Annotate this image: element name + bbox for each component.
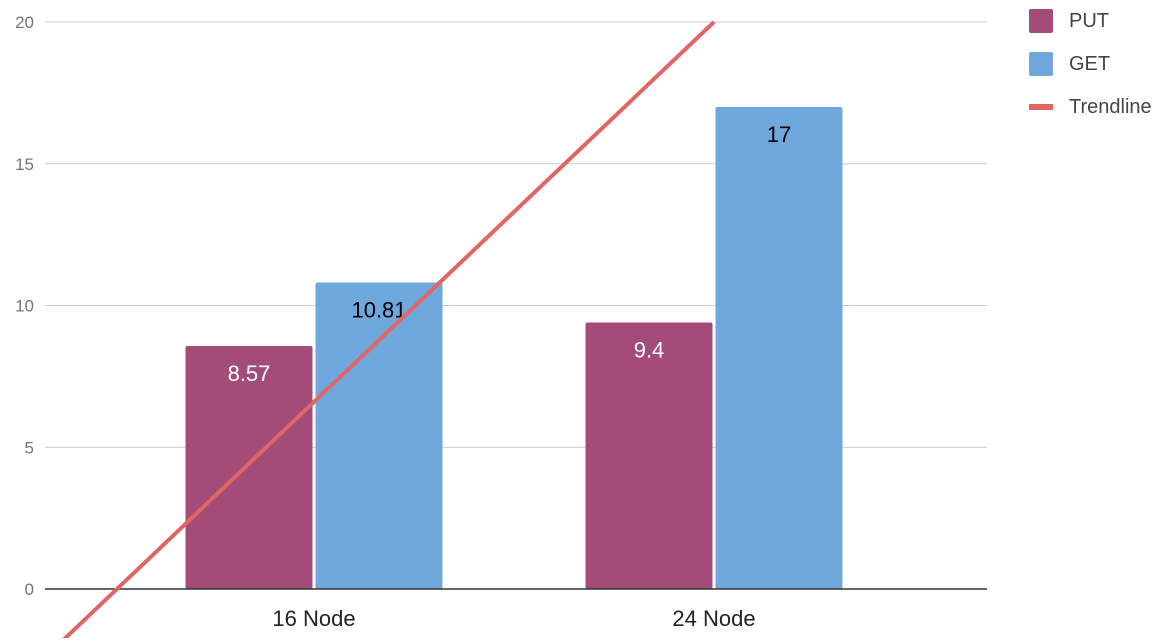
- y-tick-label: 5: [25, 438, 34, 457]
- data-label: 8.57: [228, 361, 271, 386]
- x-tick-label: 24 Node: [672, 606, 755, 631]
- x-tick-label: 16 Node: [272, 606, 355, 631]
- bar-put: [585, 322, 713, 589]
- y-tick-label: 15: [15, 155, 34, 174]
- legend: PUT GET Trendline: [1029, 8, 1152, 137]
- data-label: 9.4: [634, 338, 665, 363]
- legend-item-get: GET: [1029, 51, 1152, 77]
- legend-label-get: GET: [1069, 52, 1111, 75]
- bar-get: [715, 107, 843, 590]
- legend-item-put: PUT: [1029, 8, 1152, 34]
- bar-put: [185, 346, 313, 589]
- legend-swatch-trendline: [1029, 104, 1053, 110]
- legend-item-trendline: Trendline: [1029, 94, 1152, 120]
- y-tick-label: 10: [15, 297, 34, 316]
- data-label: 17: [767, 122, 791, 147]
- y-tick-label: 0: [25, 580, 34, 599]
- legend-label-trendline: Trendline: [1069, 95, 1152, 118]
- trendline: [57, 20, 716, 643]
- bar-get: [315, 282, 443, 589]
- y-tick-label: 20: [15, 13, 34, 32]
- legend-swatch-get: [1029, 52, 1053, 76]
- legend-swatch-put: [1029, 9, 1053, 33]
- legend-label-put: PUT: [1069, 9, 1109, 32]
- data-label: 10.81: [351, 298, 406, 323]
